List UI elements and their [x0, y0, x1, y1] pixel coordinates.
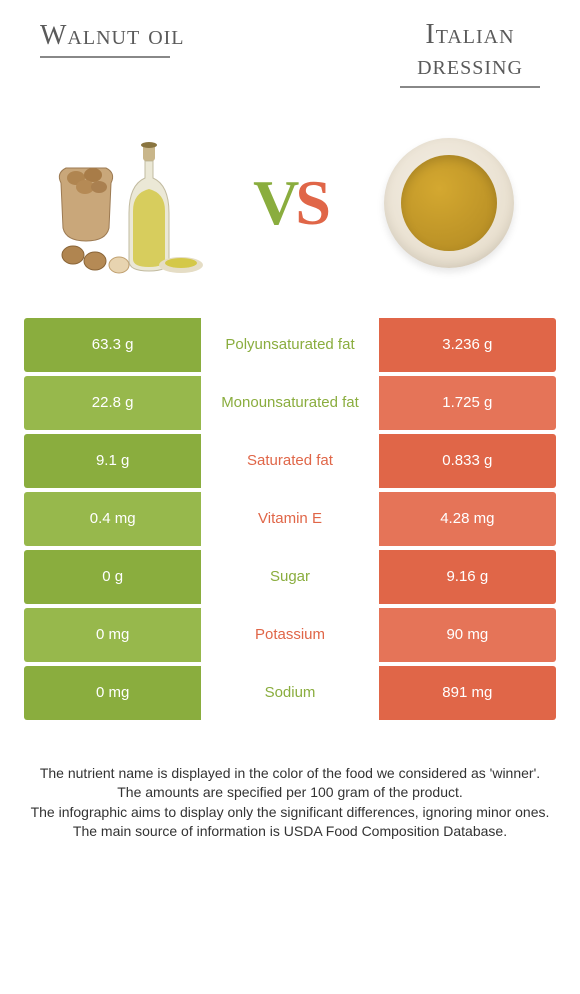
table-row: 0.4 mgVitamin E4.28 mg — [24, 492, 556, 546]
nutrient-label: Saturated fat — [201, 434, 378, 488]
title-right-underline — [400, 86, 540, 88]
right-value: 1.725 g — [379, 376, 556, 430]
nutrient-label: Polyunsaturated fat — [201, 318, 378, 372]
walnut-oil-image — [51, 123, 211, 283]
left-value: 0.4 mg — [24, 492, 201, 546]
vs-s: S — [295, 167, 327, 238]
table-row: 0 mgSodium891 mg — [24, 666, 556, 720]
title-left-underline — [40, 56, 170, 58]
title-right-line1: Italian — [400, 20, 540, 51]
right-value: 0.833 g — [379, 434, 556, 488]
nutrient-label: Sodium — [201, 666, 378, 720]
table-row: 0 gSugar9.16 g — [24, 550, 556, 604]
left-value: 0 mg — [24, 608, 201, 662]
title-left: Walnut oil — [40, 20, 185, 52]
left-value: 22.8 g — [24, 376, 201, 430]
footer-line3: The infographic aims to display only the… — [20, 803, 560, 823]
footer-line4: The main source of information is USDA F… — [20, 822, 560, 842]
nutrient-label: Potassium — [201, 608, 378, 662]
bowl-icon — [384, 138, 514, 268]
footer-line1: The nutrient name is displayed in the co… — [20, 764, 560, 784]
right-value: 9.16 g — [379, 550, 556, 604]
table-row: 63.3 gPolyunsaturated fat3.236 g — [24, 318, 556, 372]
footer-line2: The amounts are specified per 100 gram o… — [20, 783, 560, 803]
left-value: 0 mg — [24, 666, 201, 720]
header: Walnut oil Italian dressing — [0, 0, 580, 98]
footer: The nutrient name is displayed in the co… — [0, 724, 580, 842]
right-value: 891 mg — [379, 666, 556, 720]
nutrient-label: Sugar — [201, 550, 378, 604]
right-value: 4.28 mg — [379, 492, 556, 546]
nutrient-label: Vitamin E — [201, 492, 378, 546]
dressing-icon — [401, 155, 497, 251]
table-row: 9.1 gSaturated fat0.833 g — [24, 434, 556, 488]
left-value: 0 g — [24, 550, 201, 604]
left-value: 9.1 g — [24, 434, 201, 488]
title-left-wrap: Walnut oil — [40, 20, 185, 58]
table-row: 0 mgPotassium90 mg — [24, 608, 556, 662]
right-value: 90 mg — [379, 608, 556, 662]
vs-label: VS — [253, 166, 327, 240]
images-row: VS — [0, 98, 580, 318]
left-value: 63.3 g — [24, 318, 201, 372]
nutrient-label: Monounsaturated fat — [201, 376, 378, 430]
vs-v: V — [253, 167, 295, 238]
title-right-wrap: Italian dressing — [400, 20, 540, 88]
title-right-line2: dressing — [400, 51, 540, 82]
comparison-table: 63.3 gPolyunsaturated fat3.236 g22.8 gMo… — [0, 318, 580, 720]
italian-dressing-image — [369, 123, 529, 283]
right-value: 3.236 g — [379, 318, 556, 372]
table-row: 22.8 gMonounsaturated fat1.725 g — [24, 376, 556, 430]
